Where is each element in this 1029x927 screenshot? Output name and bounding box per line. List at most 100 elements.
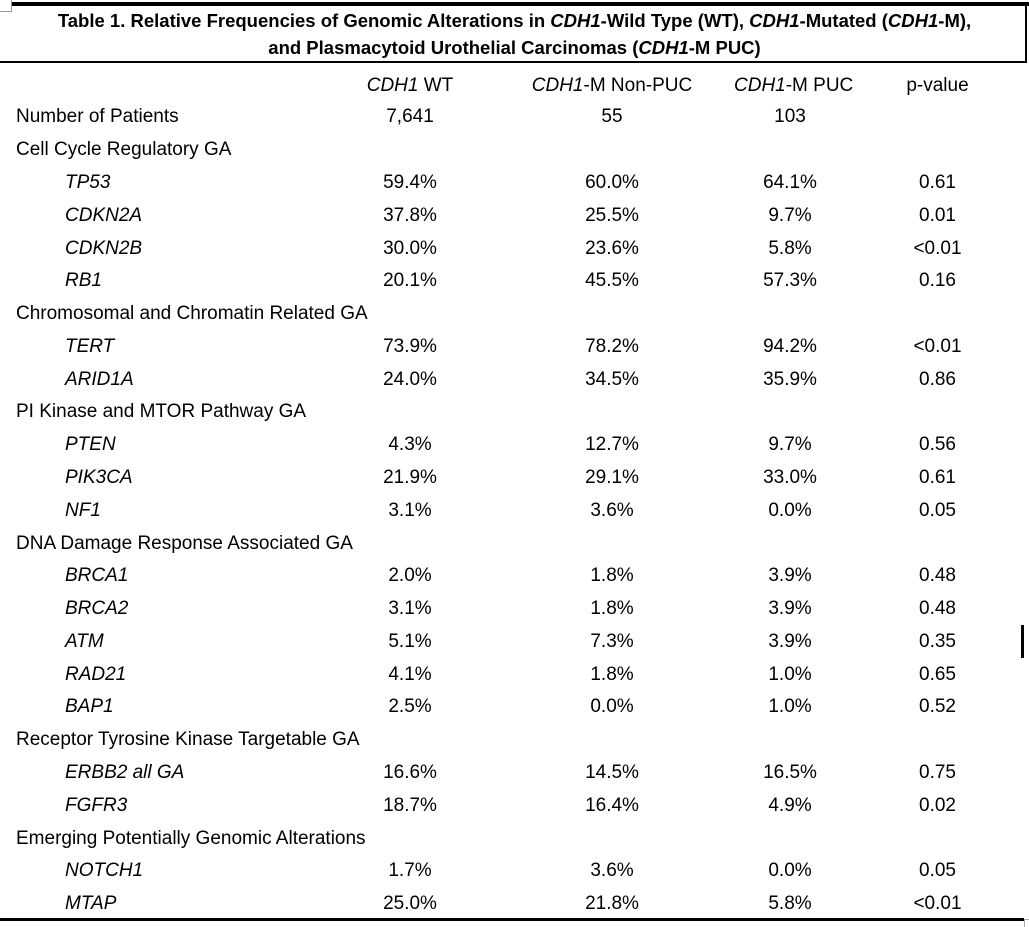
title-text: p-value bbox=[906, 74, 969, 96]
value-cell: 4.1% bbox=[388, 663, 432, 685]
gene-row: NF1 3.1% 3.6% 0.0% 0.05 bbox=[0, 494, 1029, 527]
title-text: -M PUC bbox=[785, 74, 854, 96]
value-cell: 94.2% bbox=[763, 335, 817, 357]
gene-symbol-text: CDH1 bbox=[638, 37, 689, 58]
value-cell: 0.05 bbox=[919, 860, 956, 882]
table-title: Table 1. Relative Frequencies of Genomic… bbox=[0, 7, 1029, 61]
row-label: Chromosomal and Chromatin Related GA bbox=[16, 303, 368, 325]
value-cell: 1.7% bbox=[388, 860, 432, 882]
value-cell: 73.9% bbox=[383, 335, 437, 357]
row-label: BAP1 bbox=[65, 696, 114, 718]
corner-mark bbox=[1024, 919, 1029, 927]
value-cell: 0.65 bbox=[919, 663, 956, 685]
value-cell: 0.35 bbox=[919, 630, 956, 652]
gene-row: CDKN2A 37.8% 25.5% 9.7% 0.01 bbox=[0, 199, 1029, 232]
gene-row: BRCA1 2.0% 1.8% 3.9% 0.48 bbox=[0, 560, 1029, 593]
value-cell: 0.61 bbox=[919, 466, 956, 488]
row-label: Cell Cycle Regulatory GA bbox=[16, 139, 232, 161]
value-cell: 0.05 bbox=[919, 499, 956, 521]
gene-symbol-text: CDH1 bbox=[749, 10, 800, 31]
row-label: PI Kinase and MTOR Pathway GA bbox=[16, 401, 307, 423]
table-body: Number of Patients 7,641 55 103 Cell Cycle R… bbox=[0, 101, 1029, 921]
row-label: PIK3CA bbox=[65, 466, 133, 488]
value-cell: 60.0% bbox=[585, 171, 639, 193]
value-cell: 0.61 bbox=[919, 171, 956, 193]
row-label: TP53 bbox=[65, 171, 111, 193]
value-cell: 4.9% bbox=[768, 794, 812, 816]
column-header-1: CDH1 WT bbox=[330, 75, 490, 97]
gene-row: PIK3CA 21.9% 29.1% 33.0% 0.61 bbox=[0, 462, 1029, 495]
value-cell: 3.9% bbox=[768, 598, 812, 620]
value-cell: 103 bbox=[774, 106, 806, 128]
gene-row: MTAP 25.0% 21.8% 5.8% <0.01 bbox=[0, 888, 1029, 921]
row-label: CDKN2B bbox=[65, 237, 143, 259]
value-cell: 16.4% bbox=[585, 794, 639, 816]
column-header-3: CDH1-M PUC bbox=[734, 74, 853, 97]
value-cell: 3.9% bbox=[768, 630, 812, 652]
table-move-handle[interactable] bbox=[0, 0, 12, 12]
value-cell: 3.1% bbox=[388, 499, 432, 521]
gene-symbol-text: CDH1 bbox=[550, 10, 601, 31]
value-cell: 0.56 bbox=[919, 434, 956, 456]
row-label: Receptor Tyrosine Kinase Targetable GA bbox=[16, 729, 360, 751]
value-cell: 1.8% bbox=[590, 663, 634, 685]
value-cell: 37.8% bbox=[383, 204, 437, 226]
value-cell: 3.9% bbox=[768, 565, 812, 587]
value-cell: 2.0% bbox=[388, 565, 432, 587]
value-cell: 5.8% bbox=[768, 893, 812, 915]
value-cell: 0.48 bbox=[919, 565, 956, 587]
value-cell: 21.8% bbox=[585, 893, 639, 915]
patients-row: Number of Patients 7,641 55 103 bbox=[0, 101, 1029, 134]
gene-row: ARID1A 24.0% 34.5% 35.9% 0.86 bbox=[0, 363, 1029, 396]
value-cell: 1.8% bbox=[590, 598, 634, 620]
value-cell: 1.8% bbox=[590, 565, 634, 587]
gene-symbol-text: CDH1 bbox=[734, 74, 786, 96]
gene-row: BRCA2 3.1% 1.8% 3.9% 0.48 bbox=[0, 593, 1029, 626]
row-label: RAD21 bbox=[65, 663, 127, 685]
row-label: Number of Patients bbox=[16, 106, 179, 128]
value-cell: 35.9% bbox=[763, 368, 817, 390]
value-cell: 0.48 bbox=[919, 598, 956, 620]
title-right-border bbox=[1025, 2, 1027, 63]
value-cell: <0.01 bbox=[913, 893, 962, 915]
value-cell: 14.5% bbox=[585, 762, 639, 784]
value-cell: 23.6% bbox=[585, 237, 639, 259]
text-caret bbox=[1021, 625, 1024, 658]
value-cell: 78.2% bbox=[585, 335, 639, 357]
row-label: NF1 bbox=[65, 499, 101, 521]
row-label: ATM bbox=[65, 630, 104, 652]
value-cell: 57.3% bbox=[763, 270, 817, 292]
title-text: -M), bbox=[938, 10, 972, 31]
row-label: MTAP bbox=[65, 893, 117, 915]
value-cell: 20.1% bbox=[383, 270, 437, 292]
gene-symbol-text: CDH1 bbox=[887, 10, 939, 31]
value-cell: 1.0% bbox=[768, 663, 812, 685]
section-row: Emerging Potentially Genomic Alterations bbox=[0, 822, 1029, 855]
row-label: BRCA2 bbox=[65, 598, 129, 620]
row-label: NOTCH1 bbox=[65, 860, 144, 882]
section-row: Receptor Tyrosine Kinase Targetable GA bbox=[0, 724, 1029, 757]
table-title-line1: Table 1. Relative Frequencies of Genomic… bbox=[0, 7, 1029, 34]
row-label: FGFR3 bbox=[65, 794, 128, 816]
row-label: RB1 bbox=[65, 270, 102, 292]
value-cell: <0.01 bbox=[913, 335, 962, 357]
gene-symbol-text: CDH1 bbox=[531, 74, 584, 96]
value-cell: 16.5% bbox=[763, 762, 817, 784]
row-label: ERBB2 all GA bbox=[65, 762, 185, 784]
title-text: and Plasmacytoid Urothelial Carcinomas ( bbox=[268, 37, 639, 58]
row-label: CDKN2A bbox=[65, 204, 143, 226]
gene-row: CDKN2B 30.0% 23.6% 5.8% <0.01 bbox=[0, 232, 1029, 265]
gene-row: NOTCH1 1.7% 3.6% 0.0% 0.05 bbox=[0, 855, 1029, 888]
value-cell: 7.3% bbox=[590, 630, 634, 652]
value-cell: 3.6% bbox=[590, 499, 634, 521]
gene-row: TP53 59.4% 60.0% 64.1% 0.61 bbox=[0, 167, 1029, 200]
row-label: ARID1A bbox=[65, 368, 134, 390]
value-cell: 16.6% bbox=[383, 762, 437, 784]
value-cell: 5.1% bbox=[388, 630, 432, 652]
value-cell: 64.1% bbox=[763, 171, 817, 193]
value-cell: 33.0% bbox=[763, 466, 817, 488]
value-cell: 0.52 bbox=[919, 696, 956, 718]
value-cell: 24.0% bbox=[383, 368, 437, 390]
title-text: -M PUC) bbox=[688, 37, 761, 58]
header-row: CDH1 WT CDH1-M Non-PUC CDH1-M PUC p-value bbox=[0, 70, 1029, 101]
